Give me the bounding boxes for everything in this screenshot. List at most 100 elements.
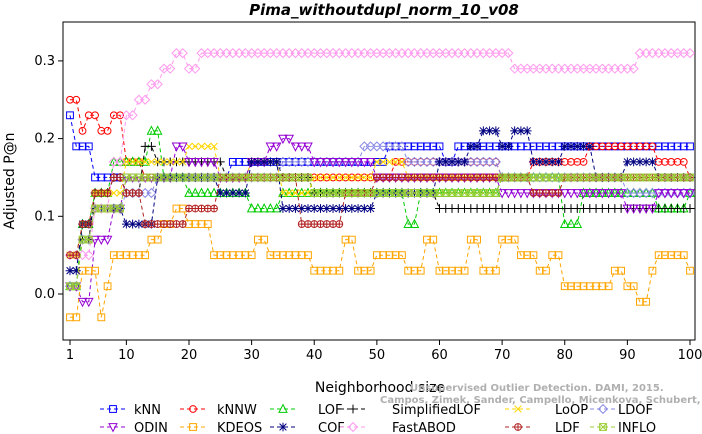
point-inflo (623, 173, 632, 182)
point-knn (72, 142, 81, 151)
plot-frame (62, 21, 696, 341)
point-inflo (466, 189, 475, 197)
point-cof (71, 266, 81, 276)
point-inflo (504, 173, 513, 182)
point-kdeos (285, 251, 294, 260)
point-cof (284, 204, 294, 213)
point-odin (184, 158, 194, 168)
point-odin (566, 189, 576, 199)
point-cof (291, 204, 300, 213)
series-kdeos (66, 204, 694, 322)
point-inflo (517, 173, 525, 182)
point-inflo (661, 173, 669, 182)
point-kdeos (579, 282, 588, 291)
point-inflo (598, 173, 607, 182)
point-ldf (178, 220, 187, 228)
point-lof (253, 203, 263, 213)
point-inflo (560, 173, 569, 182)
point-knnw (667, 158, 676, 166)
point-kdeos (517, 251, 525, 260)
point-kdeos (510, 235, 519, 244)
point-inflo (235, 173, 243, 182)
point-odin (90, 235, 100, 246)
point-inflo (347, 189, 356, 197)
legend-item-kdeos: KDEOS (180, 421, 262, 434)
point-inflo (404, 189, 413, 197)
legend-label: FastABOD (392, 421, 456, 434)
point-inflo (253, 173, 262, 182)
point-kdeos (354, 266, 362, 275)
point-cof (134, 219, 144, 229)
point-kdeos (686, 266, 694, 275)
point-knn (429, 142, 438, 151)
point-inflo (548, 173, 557, 182)
point-inflo (610, 173, 619, 182)
y-tick-label: 0.1 (34, 209, 55, 224)
point-inflo (542, 173, 550, 182)
point-knnw (103, 126, 112, 135)
point-simplifiedlof (685, 204, 695, 213)
point-kdeos (654, 251, 663, 260)
point-odin (591, 189, 601, 199)
point-loop (297, 189, 306, 197)
point-knn (66, 111, 74, 120)
point-odin (328, 158, 338, 168)
point-cof (278, 204, 288, 213)
point-knnw (642, 142, 651, 151)
point-cof (460, 157, 469, 167)
point-fastabod (503, 48, 514, 59)
point-kdeos (598, 282, 607, 291)
point-inflo (341, 189, 350, 197)
x-tick-label: 30 (243, 348, 260, 363)
point-kdeos (548, 251, 557, 260)
x-tick-label: 70 (494, 348, 511, 363)
point-inflo (354, 189, 362, 197)
point-cof (485, 126, 494, 136)
point-knnw (598, 142, 607, 151)
point-kdeos (667, 251, 676, 260)
point-odin (622, 204, 633, 215)
point-knnw (404, 158, 413, 166)
point-knn (535, 142, 544, 151)
point-fastabod (684, 48, 696, 59)
point-inflo (128, 173, 137, 182)
point-cof (466, 141, 476, 151)
point-cof (322, 204, 332, 213)
legend-label: COF (318, 421, 345, 434)
point-knnw (617, 142, 626, 151)
series-fastabod (64, 48, 696, 261)
point-inflo (385, 189, 394, 197)
point-odin (647, 204, 658, 215)
point-loop (323, 173, 331, 182)
point-lof (559, 218, 570, 228)
point-cof (560, 141, 570, 151)
point-fastabod (190, 63, 201, 74)
point-lof (265, 203, 276, 213)
point-lof (303, 187, 313, 197)
point-odin (365, 158, 376, 168)
point-odin (516, 189, 526, 199)
point-inflo (648, 173, 657, 182)
point-odin (653, 189, 664, 199)
point-odin (509, 189, 520, 199)
point-inflo (160, 173, 168, 182)
point-inflo (310, 189, 319, 197)
point-kdeos (661, 251, 669, 260)
point-kdeos (335, 266, 344, 275)
point-cof (622, 157, 632, 167)
point-kdeos (322, 266, 331, 275)
point-lof (259, 203, 269, 213)
point-odin (578, 189, 589, 199)
legend-label: kNNW (217, 403, 257, 418)
legend-marker (348, 404, 358, 414)
point-loop (316, 173, 325, 182)
point-cof (215, 188, 225, 198)
point-kdeos (279, 251, 287, 260)
point-inflo (573, 173, 582, 182)
point-kdeos (247, 251, 256, 260)
series-inflo (66, 173, 694, 291)
point-kdeos (216, 251, 225, 260)
point-inflo (360, 189, 369, 197)
point-loop (122, 158, 131, 166)
point-inflo (266, 173, 275, 182)
